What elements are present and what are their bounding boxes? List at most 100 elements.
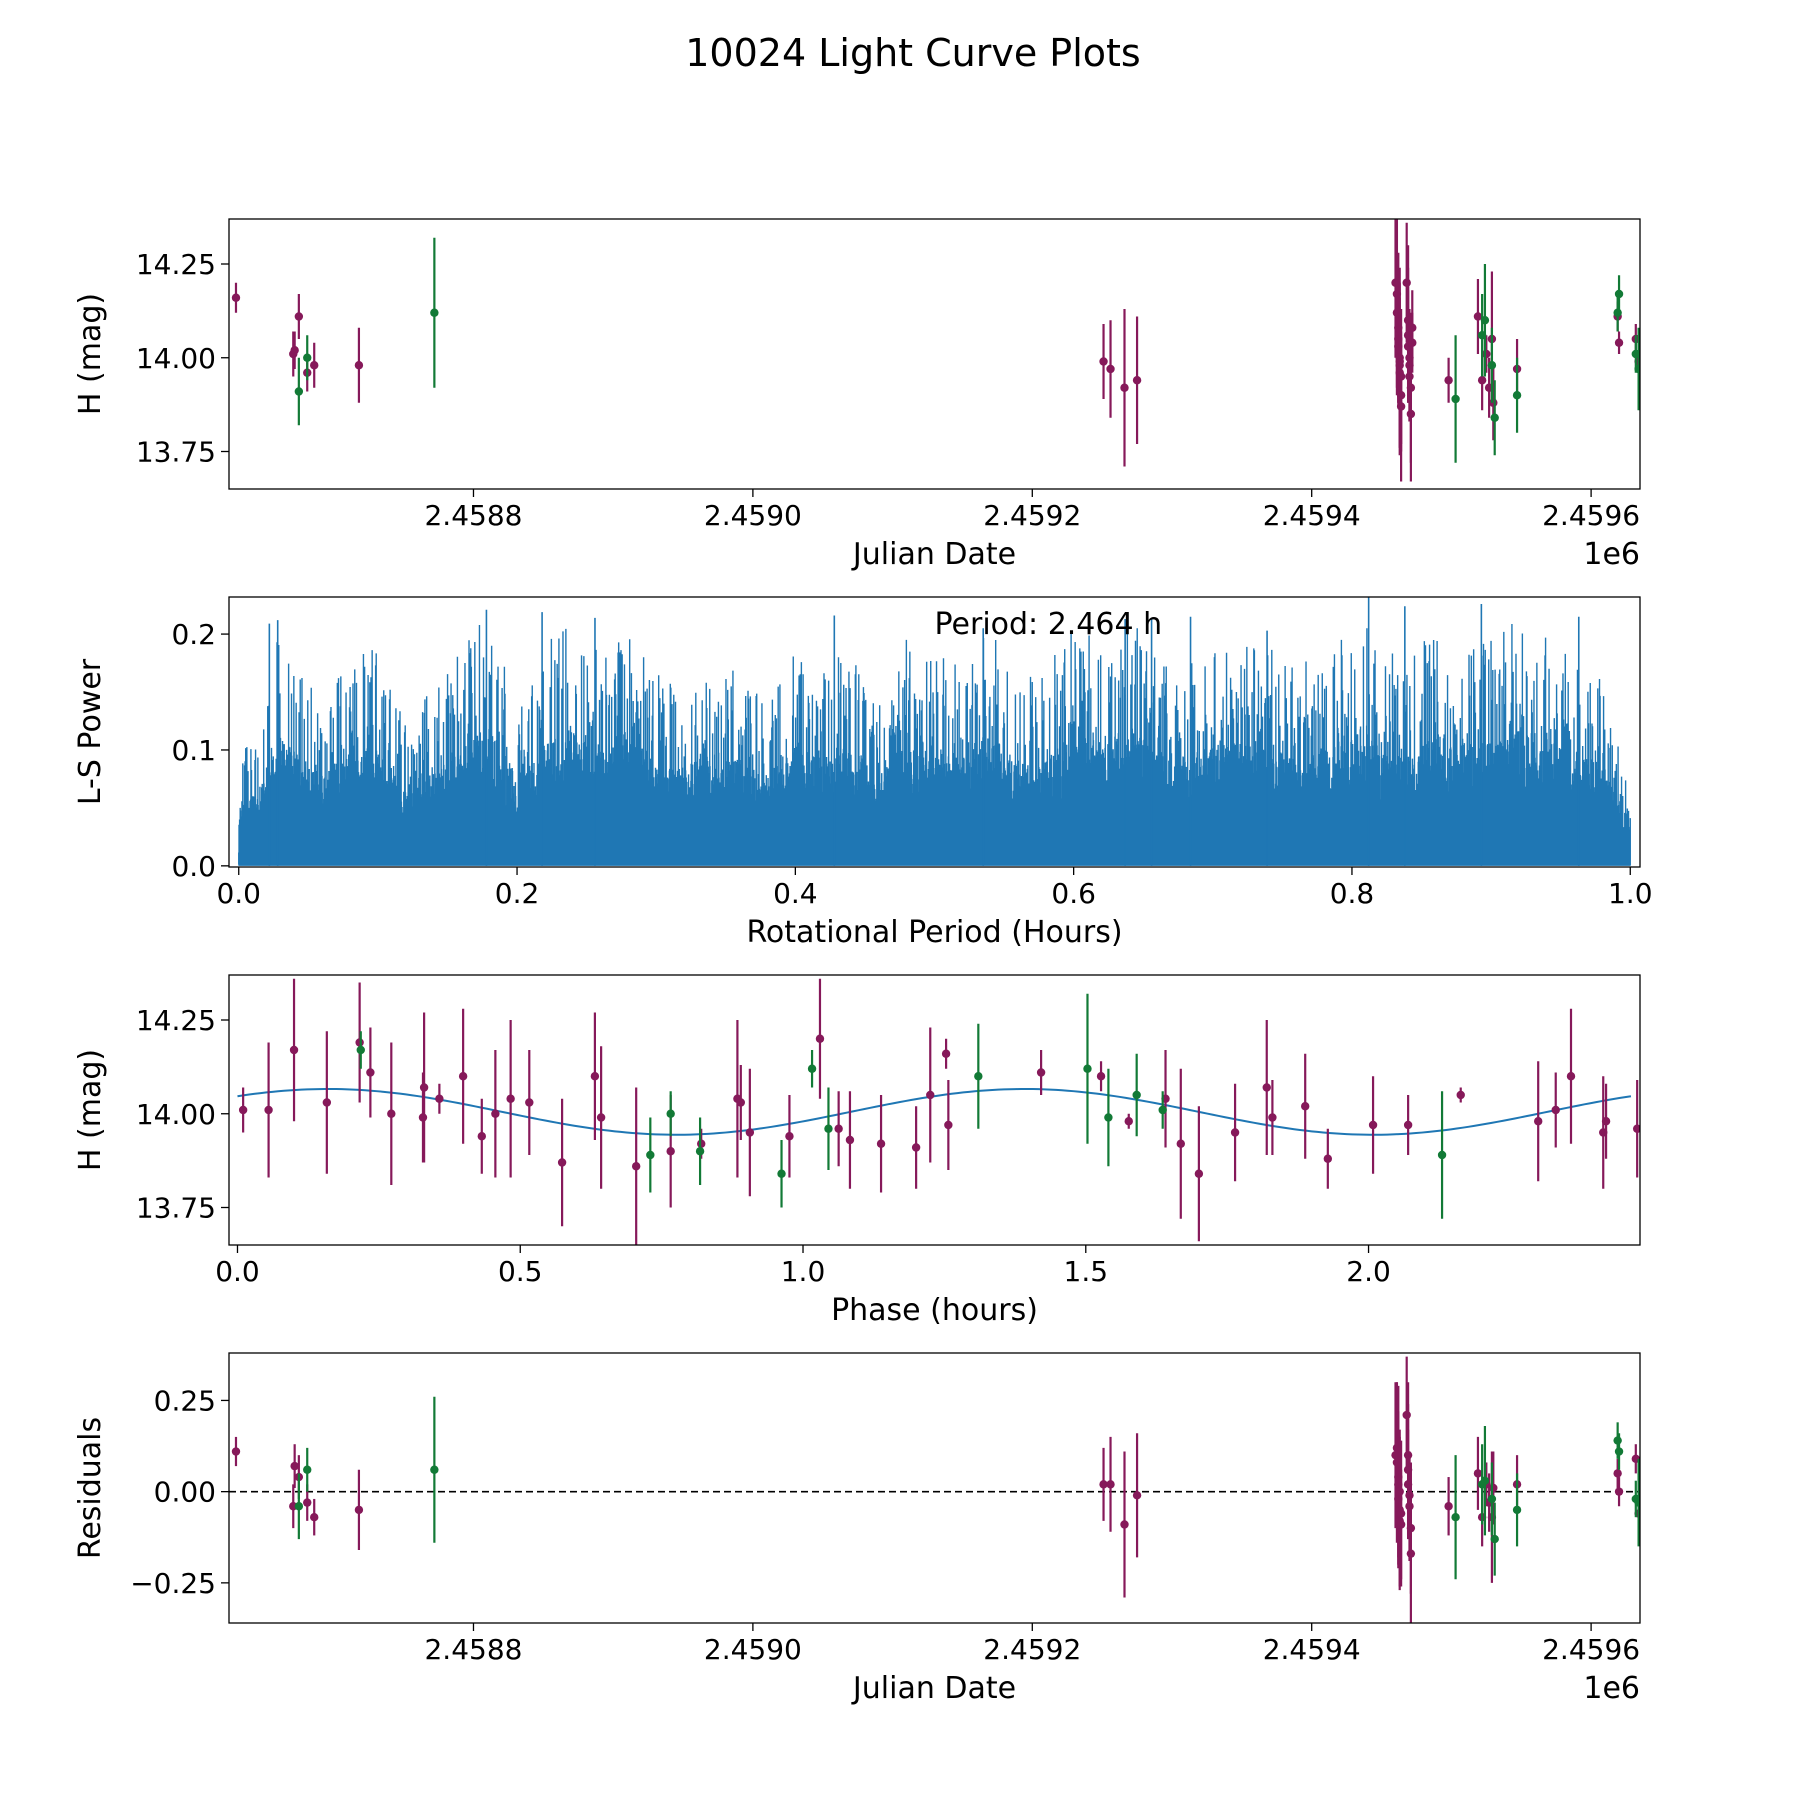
data-point [1402, 278, 1411, 287]
axes-frame [228, 218, 1641, 490]
x-tick-label: 2.4594 [1263, 499, 1361, 532]
data-point [419, 1083, 429, 1092]
data-point [322, 1098, 332, 1107]
data-point [294, 312, 304, 321]
data-point [1601, 1117, 1611, 1126]
x-tick-label: 1.0 [781, 1255, 826, 1288]
data-point [458, 1072, 468, 1081]
data-point [807, 1064, 817, 1073]
data-point [1482, 349, 1491, 359]
data-point [1120, 383, 1129, 392]
x-tick-label: 0.5 [498, 1255, 543, 1288]
data-point [1132, 376, 1142, 385]
axes-frame [228, 1352, 1641, 1624]
data-point [1395, 1487, 1404, 1496]
data-point [666, 1147, 675, 1156]
data-point [1512, 391, 1522, 400]
data-point [557, 1158, 567, 1167]
data-point [1106, 1480, 1115, 1489]
data-point [777, 1169, 786, 1178]
data-point [231, 293, 241, 302]
data-point [290, 1461, 299, 1471]
data-point [1124, 1117, 1133, 1126]
data-point [1262, 1083, 1271, 1092]
data-point [1566, 1072, 1576, 1081]
data-point [477, 1132, 486, 1141]
data-point [238, 1105, 248, 1115]
data-point [387, 1109, 396, 1118]
data-point [1104, 1113, 1113, 1122]
x-axis-label: Phase (hours) [831, 1293, 1038, 1328]
data-point [1489, 1483, 1498, 1493]
data-point [1396, 402, 1406, 411]
data-point [1194, 1169, 1204, 1178]
data-point [666, 1109, 675, 1118]
plot-area [231, 219, 1640, 482]
x-tick-label: 2.4590 [704, 499, 802, 532]
data-point [1512, 1505, 1522, 1515]
data-point [1083, 1064, 1092, 1073]
x-tick-label: 2.4592 [983, 499, 1081, 532]
y-tick-label: 0.0 [171, 850, 216, 883]
data-point [1403, 1120, 1413, 1130]
data-point [1456, 1090, 1465, 1100]
data-point [1120, 1520, 1129, 1529]
data-point [1158, 1105, 1167, 1115]
data-point [631, 1162, 641, 1171]
data-point [1406, 1549, 1416, 1558]
data-point [303, 1465, 312, 1474]
data-point [785, 1132, 794, 1141]
period-annotation: Period: 2.464 h [935, 607, 1163, 642]
x-tick-label: 2.4594 [1263, 1633, 1361, 1666]
data-point [745, 1128, 755, 1137]
data-point [1487, 1494, 1497, 1504]
panel-periodogram: Period: 2.464 h 0.0 0.2 0.4 0.6 0.8 1.0 0.0 0.1 0… [73, 596, 1653, 950]
series-band-2 [294, 237, 1640, 463]
data-point [911, 1143, 921, 1152]
data-point [974, 1072, 983, 1081]
x-tick-label: 0.4 [773, 877, 818, 910]
data-point [418, 1113, 428, 1122]
data-point [1408, 323, 1417, 332]
data-point [1096, 1072, 1106, 1081]
data-point [736, 1098, 746, 1107]
y-tick-label: 0.2 [171, 618, 216, 651]
data-point [303, 1498, 312, 1507]
figure-title: 10024 Light Curve Plots [685, 31, 1140, 75]
x-axis-label: Julian Date [851, 537, 1016, 572]
x-tick-label: 2.4592 [983, 1633, 1081, 1666]
x-tick-label: 2.0 [1346, 1255, 1391, 1288]
plot-area [237, 978, 1640, 1245]
y-axis-label: Residuals [73, 1417, 108, 1559]
x-tick-label: 2.4590 [704, 1633, 802, 1666]
y-tick-label: 14.00 [136, 1098, 216, 1131]
data-point [1451, 1512, 1460, 1522]
data-point [354, 1505, 364, 1515]
data-point [697, 1139, 706, 1148]
x-tick-label: 2.4596 [1542, 499, 1640, 532]
data-point [310, 1512, 319, 1522]
data-point [1473, 1469, 1483, 1478]
data-point [824, 1124, 833, 1133]
data-point [1487, 361, 1497, 370]
data-point [290, 346, 299, 355]
data-point [491, 1109, 500, 1118]
data-point [1614, 289, 1624, 299]
y-tick-label: 0.1 [171, 734, 216, 767]
plot-area [238, 597, 1631, 866]
data-point [646, 1150, 655, 1160]
data-point [1176, 1139, 1185, 1148]
x-tick-label: 2.4588 [424, 1633, 522, 1666]
series-band-2 [356, 993, 1447, 1219]
data-point [435, 1094, 444, 1103]
data-point [1405, 372, 1414, 381]
data-point [944, 1120, 953, 1130]
data-point [1099, 1480, 1108, 1489]
y-axis-label: H (mag) [73, 293, 108, 415]
data-point [264, 1105, 273, 1115]
data-point [1396, 1520, 1406, 1529]
data-point [355, 1038, 364, 1047]
data-point [1613, 1469, 1622, 1478]
axes-frame [228, 974, 1641, 1246]
data-point [356, 1045, 365, 1055]
